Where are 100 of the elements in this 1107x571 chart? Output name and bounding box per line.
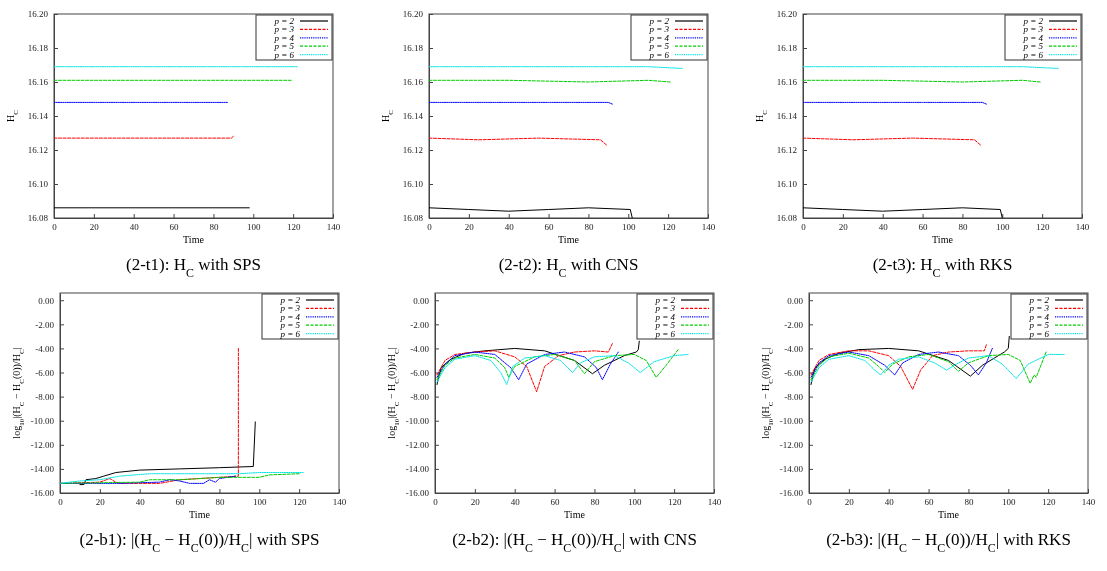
- x-tick-label: 40: [510, 497, 521, 508]
- y-tick-label: -2.00: [35, 319, 55, 330]
- x-tick-label: 20: [95, 497, 106, 508]
- y-tick-label: -10.00: [30, 416, 55, 427]
- x-axis-title: Time: [932, 234, 954, 245]
- y-tick-label: 16.12: [402, 145, 423, 156]
- x-axis-title: Time: [938, 509, 960, 520]
- x-tick-label: 140: [1081, 497, 1096, 508]
- x-tick-label: 100: [628, 497, 643, 508]
- x-tick-label: 60: [550, 497, 561, 508]
- text: (2-t1): H$_{C}$ with SPS: [126, 255, 261, 280]
- x-tick-label: 0: [807, 497, 813, 508]
- y-tick-label: 16.14: [776, 111, 798, 122]
- line-series: [810, 344, 987, 390]
- y-tick-label: 16.08: [27, 213, 49, 224]
- y-tick-label: 16.20: [776, 9, 798, 20]
- x-tick-label: 0: [433, 497, 439, 508]
- y-tick-label: -4.00: [784, 343, 804, 354]
- x-tick-label: 20: [470, 497, 481, 508]
- x-tick-label: 60: [544, 222, 555, 233]
- x-tick-label: 120: [292, 497, 307, 508]
- y-tick-label: -4.00: [410, 343, 430, 354]
- text: (2-t2): H$_{C}$ with CNS: [498, 255, 639, 280]
- x-tick-label: 100: [247, 222, 262, 233]
- y-tick-label: -12.00: [779, 440, 804, 451]
- x-tick-label: 80: [958, 222, 968, 233]
- x-tick-label: 40: [129, 222, 140, 233]
- legend-label: p = 2: [648, 16, 670, 26]
- x-tick-label: 100: [996, 222, 1011, 233]
- legend-label: p = 2: [1022, 16, 1044, 26]
- x-tick-label: 120: [286, 222, 301, 233]
- x-tick-label: 60: [175, 497, 186, 508]
- y-tick-label: 16.20: [402, 9, 424, 20]
- line-series: [803, 207, 1003, 218]
- x-tick-label: 60: [924, 497, 935, 508]
- x-axis-title: Time: [564, 509, 586, 520]
- x-tick-label: 120: [1035, 222, 1050, 233]
- y-tick-label: 16.14: [27, 111, 49, 122]
- x-tick-label: 120: [661, 222, 676, 233]
- line-series: [79, 421, 256, 486]
- x-tick-label: 80: [209, 222, 219, 233]
- legend-label: p = 2: [279, 295, 301, 305]
- text: (2-b1): |(H$_{C}$ − H$_{C}$(0))/H$_{C}$| with SPS: [79, 530, 320, 555]
- y-tick-label: -6.00: [35, 367, 55, 378]
- y-tick-label: 16.18: [776, 43, 798, 54]
- x-axis-title: Time: [189, 509, 211, 520]
- y-tick-label: -12.00: [405, 440, 430, 451]
- y-tick-label: -14.00: [779, 464, 804, 475]
- y-tick-label: 16.20: [27, 9, 49, 20]
- x-tick-label: 40: [884, 497, 895, 508]
- legend-label: p = 2: [654, 295, 676, 305]
- y-tick-label: -8.00: [784, 391, 804, 402]
- y-tick-label: -4.00: [35, 343, 55, 354]
- x-tick-label: 20: [89, 222, 100, 233]
- x-tick-label: 60: [169, 222, 180, 233]
- x-tick-label: 40: [135, 497, 146, 508]
- x-tick-label: 60: [918, 222, 929, 233]
- x-tick-label: 140: [701, 222, 716, 233]
- y-tick-label: 0.00: [38, 295, 55, 306]
- y-tick-label: -6.00: [410, 367, 430, 378]
- x-tick-label: 140: [1075, 222, 1090, 233]
- line-series: [436, 349, 679, 381]
- y-tick-label: 16.18: [402, 43, 424, 54]
- x-tick-label: 0: [58, 497, 64, 508]
- line-series: [810, 347, 993, 378]
- y-tick-label: 16.18: [27, 43, 49, 54]
- x-tick-label: 100: [1002, 497, 1017, 508]
- y-tick-label: -16.00: [779, 488, 804, 499]
- x-tick-label: 0: [52, 222, 58, 233]
- x-tick-label: 140: [332, 497, 347, 508]
- y-tick-label: 16.16: [402, 77, 424, 88]
- y-tick-label: 16.16: [776, 77, 798, 88]
- x-tick-label: 120: [1041, 497, 1056, 508]
- x-tick-label: 40: [878, 222, 889, 233]
- y-tick-label: -14.00: [30, 464, 55, 475]
- x-tick-label: 20: [464, 222, 475, 233]
- y-tick-label: 0.00: [787, 295, 804, 306]
- x-axis-title: Time: [183, 234, 205, 245]
- x-tick-label: 80: [584, 222, 594, 233]
- y-tick-label: 16.10: [402, 179, 424, 190]
- x-tick-label: 80: [964, 497, 974, 508]
- y-tick-label: -16.00: [405, 488, 430, 499]
- y-tick-label: 16.16: [27, 77, 49, 88]
- text: (2-b3): |(H$_{C}$ − H$_{C}$(0))/H$_{C}$| with RKS: [826, 530, 1071, 555]
- y-tick-label: -10.00: [779, 416, 804, 427]
- line-series: [436, 343, 613, 393]
- y-tick-label: -6.00: [784, 367, 804, 378]
- x-tick-label: 0: [427, 222, 433, 233]
- x-tick-label: 80: [215, 497, 225, 508]
- x-axis-title: Time: [558, 234, 580, 245]
- y-tick-label: -2.00: [784, 319, 804, 330]
- legend-label: p = 2: [273, 16, 295, 26]
- y-tick-label: 16.10: [27, 179, 49, 190]
- line-series: [436, 353, 689, 386]
- x-tick-label: 120: [667, 497, 682, 508]
- x-tick-label: 20: [838, 222, 849, 233]
- y-tick-label: -8.00: [35, 391, 55, 402]
- line-series: [429, 207, 633, 218]
- y-tick-label: 0.00: [413, 295, 430, 306]
- x-tick-label: 80: [590, 497, 600, 508]
